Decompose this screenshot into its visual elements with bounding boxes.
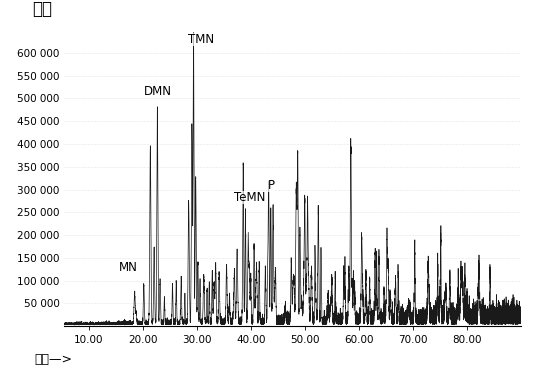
Text: MN: MN [119,261,137,274]
Text: 时间—>: 时间—> [35,353,73,366]
Text: 丰度: 丰度 [32,0,53,18]
Text: TeMN: TeMN [234,191,265,204]
Text: TMN: TMN [187,33,214,46]
Text: DMN: DMN [144,86,172,98]
Text: P: P [268,179,275,192]
